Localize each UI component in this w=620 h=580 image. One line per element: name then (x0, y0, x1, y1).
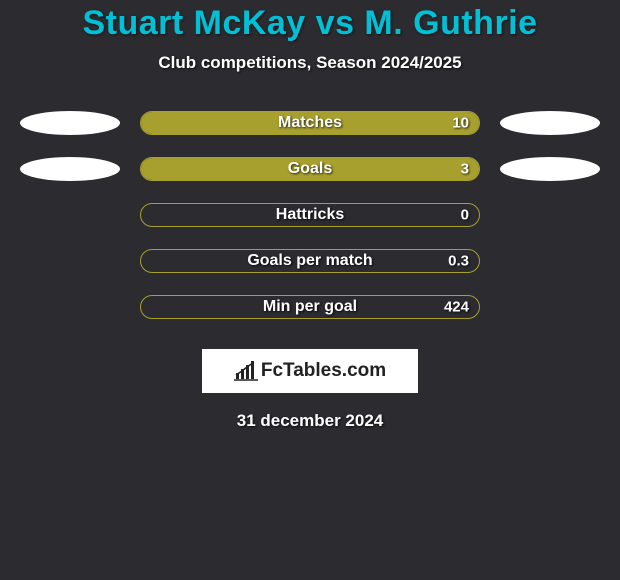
left-pill (20, 157, 120, 181)
date-text: 31 december 2024 (0, 411, 620, 431)
stat-label: Min per goal (263, 298, 357, 316)
stat-row: Min per goal 424 (0, 295, 620, 319)
page-title: Stuart McKay vs M. Guthrie (0, 4, 620, 43)
left-pill (20, 295, 120, 319)
subtitle: Club competitions, Season 2024/2025 (0, 53, 620, 73)
stat-label: Hattricks (276, 206, 344, 224)
right-pill (500, 157, 600, 181)
left-pill (20, 111, 120, 135)
stat-value: 0.3 (448, 253, 469, 270)
stat-value: 0 (461, 207, 469, 224)
stat-label: Matches (278, 114, 342, 132)
stat-value: 3 (461, 161, 469, 178)
stat-row: Hattricks 0 (0, 203, 620, 227)
stat-label: Goals per match (247, 252, 372, 270)
right-pill (500, 203, 600, 227)
stat-row: Goals 3 (0, 157, 620, 181)
stat-row: Matches 10 (0, 111, 620, 135)
left-pill (20, 203, 120, 227)
stat-bar: Min per goal 424 (140, 295, 480, 319)
stat-bar: Goals per match 0.3 (140, 249, 480, 273)
left-pill (20, 249, 120, 273)
stat-row: Goals per match 0.3 (0, 249, 620, 273)
stat-value: 10 (452, 115, 469, 132)
stat-bar: Matches 10 (140, 111, 480, 135)
right-pill (500, 295, 600, 319)
source-logo: FcTables.com (202, 349, 418, 393)
stats-list: Matches 10 Goals 3 Hattricks 0 Goals per match… (0, 111, 620, 319)
stat-label: Goals (288, 160, 332, 178)
stat-value: 424 (444, 299, 469, 316)
right-pill (500, 111, 600, 135)
bar-chart-icon (234, 361, 258, 381)
stat-bar: Hattricks 0 (140, 203, 480, 227)
logo-text: FcTables.com (261, 360, 386, 382)
right-pill (500, 249, 600, 273)
comparison-card: Stuart McKay vs M. Guthrie Club competit… (0, 0, 620, 431)
stat-bar: Goals 3 (140, 157, 480, 181)
